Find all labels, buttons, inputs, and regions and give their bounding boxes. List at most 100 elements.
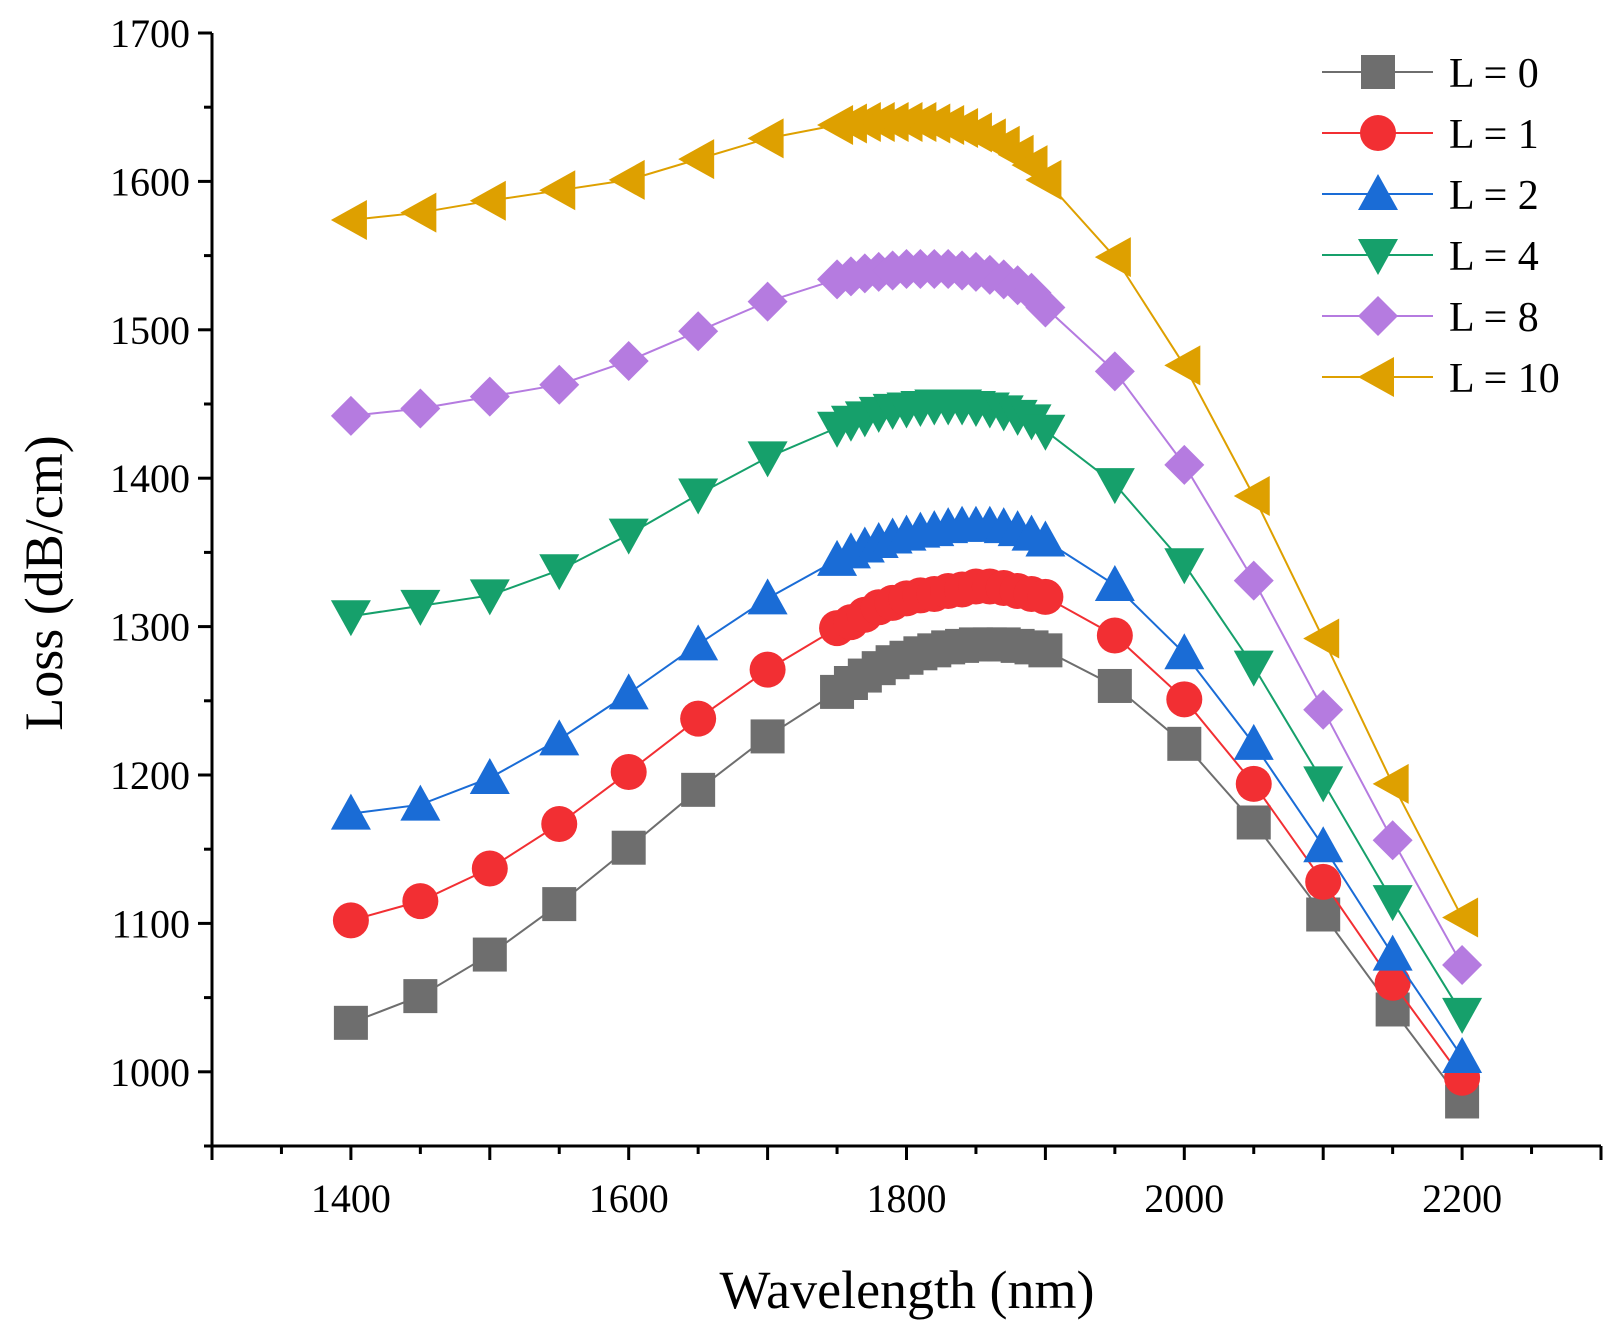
- data-point: [471, 850, 508, 887]
- x-tick-label: 2200: [1422, 1176, 1502, 1221]
- data-point: [608, 518, 649, 555]
- data-point: [539, 719, 580, 756]
- data-point: [680, 700, 717, 737]
- legend-marker: [1360, 115, 1396, 151]
- data-point: [747, 578, 788, 615]
- data-point: [1305, 863, 1342, 900]
- data-point: [1303, 766, 1344, 803]
- legend-item: L = 10: [1322, 356, 1560, 402]
- data-point: [539, 170, 576, 211]
- data-point: [400, 388, 441, 429]
- legend: L = 0 L = 1 L = 2 L = 4 L = 8 L = 10: [1322, 51, 1560, 402]
- data-point: [1025, 159, 1062, 200]
- data-point: [1372, 934, 1413, 971]
- data-point: [608, 340, 649, 381]
- legend-marker: [1361, 55, 1395, 89]
- data-point: [681, 772, 716, 807]
- y-tick-label: 1100: [111, 901, 190, 946]
- data-point: [1028, 633, 1063, 668]
- data-point: [1372, 763, 1409, 804]
- data-point: [611, 830, 646, 865]
- data-point: [541, 805, 578, 842]
- data-point: [400, 192, 437, 233]
- data-point: [1235, 765, 1272, 802]
- data-point: [1372, 885, 1413, 922]
- data-point: [400, 589, 441, 626]
- data-point: [608, 673, 649, 710]
- legend-item: L = 4: [1322, 234, 1539, 280]
- data-point: [1097, 668, 1132, 703]
- legend-marker: [1358, 357, 1394, 397]
- data-point: [1233, 650, 1274, 687]
- data-point: [333, 1005, 368, 1040]
- data-point: [330, 793, 371, 830]
- data-point: [469, 757, 510, 794]
- data-point: [469, 376, 510, 417]
- x-tick-label: 1400: [311, 1176, 391, 1221]
- data-point: [1167, 726, 1202, 761]
- data-point: [1442, 997, 1483, 1034]
- data-point: [678, 311, 719, 352]
- x-axis: 1400 1600 1800 2000 2200: [210, 1146, 1603, 1221]
- data-point: [330, 600, 371, 637]
- data-point: [1442, 1036, 1483, 1073]
- y-tick-label: 1000: [110, 1050, 190, 1095]
- data-point: [539, 364, 580, 405]
- data-point: [1233, 560, 1274, 601]
- y-tick-label: 1200: [110, 753, 190, 798]
- data-point: [1025, 287, 1066, 328]
- data-point: [330, 395, 371, 436]
- series-4: [330, 248, 1483, 985]
- legend-item: L = 8: [1322, 295, 1539, 341]
- data-point: [330, 199, 367, 240]
- series-layer: [330, 102, 1483, 1119]
- series-1: [332, 568, 1481, 1096]
- legend-marker: [1358, 296, 1398, 336]
- data-point: [469, 579, 510, 616]
- series-5: [330, 102, 1479, 938]
- data-point: [747, 441, 788, 478]
- y-axis: 1000 1100 1200 1300 1400 1500 1600 1700: [110, 11, 212, 1148]
- data-point: [1303, 618, 1340, 659]
- data-point: [1442, 897, 1479, 938]
- data-point: [469, 180, 506, 221]
- data-point: [1164, 548, 1205, 585]
- data-point: [1164, 633, 1205, 670]
- data-point: [1372, 820, 1413, 861]
- data-point: [403, 979, 438, 1014]
- x-tick-label: 2000: [1144, 1176, 1224, 1221]
- legend-label: L = 4: [1449, 234, 1539, 280]
- data-point: [1025, 520, 1066, 557]
- x-axis-title: Wavelength (nm): [719, 1260, 1094, 1320]
- legend-marker: [1358, 239, 1398, 275]
- series-line: [350, 267, 1463, 966]
- data-point: [678, 139, 715, 180]
- y-tick-label: 1400: [110, 456, 190, 501]
- data-point: [678, 478, 719, 515]
- legend-item: L = 2: [1322, 173, 1539, 219]
- y-tick-label: 1300: [110, 605, 190, 650]
- legend-label: L = 0: [1449, 51, 1539, 97]
- data-point: [747, 118, 784, 159]
- data-point: [332, 902, 369, 939]
- data-point: [1236, 805, 1271, 840]
- data-point: [1166, 681, 1203, 718]
- data-point: [1164, 444, 1205, 485]
- data-point: [610, 754, 647, 791]
- x-tick-label: 1800: [867, 1176, 947, 1221]
- data-point: [1306, 897, 1341, 932]
- legend-label: L = 10: [1449, 356, 1560, 402]
- data-point: [539, 554, 580, 591]
- y-tick-label: 1700: [110, 11, 190, 56]
- legend-label: L = 8: [1449, 295, 1539, 341]
- series-line: [350, 643, 1463, 1103]
- data-point: [1025, 414, 1066, 451]
- legend-item: L = 0: [1322, 51, 1539, 97]
- data-point: [402, 883, 439, 920]
- data-point: [1094, 468, 1135, 505]
- x-tick-label: 1600: [589, 1176, 669, 1221]
- data-point: [400, 784, 441, 821]
- y-tick-label: 1500: [110, 308, 190, 353]
- series-2: [330, 505, 1483, 1073]
- y-tick-label: 1600: [110, 159, 190, 204]
